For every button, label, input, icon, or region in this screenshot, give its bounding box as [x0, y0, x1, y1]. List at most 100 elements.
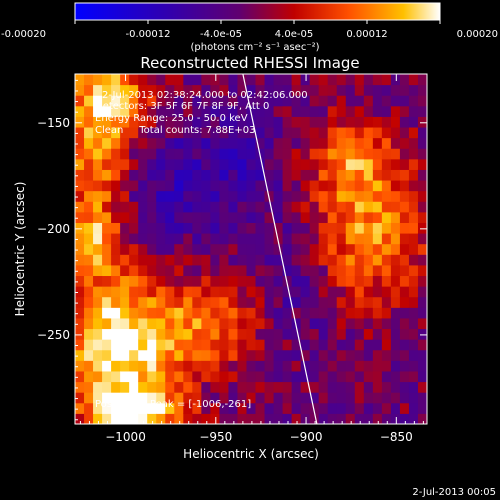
heatmap-cell	[372, 307, 383, 319]
heatmap-cell	[354, 254, 365, 266]
heatmap-cell	[111, 201, 121, 213]
heatmap-cell	[201, 105, 211, 117]
heatmap-cell	[372, 264, 383, 277]
heatmap-cell	[264, 370, 275, 383]
heatmap-cell	[417, 381, 427, 393]
x-axis-label: Heliocentric X (arcsec)	[183, 447, 319, 461]
heatmap-cell	[84, 243, 94, 255]
heatmap-cell	[363, 127, 374, 139]
heatmap-cell	[300, 201, 311, 213]
heatmap-cell	[192, 370, 202, 383]
heatmap-cell	[93, 95, 103, 107]
heatmap-cell	[165, 95, 175, 107]
heatmap-cell	[147, 339, 157, 351]
heatmap-cell	[228, 84, 238, 96]
heatmap-cell	[282, 201, 293, 213]
heatmap-cell	[300, 328, 311, 340]
heatmap-cell	[345, 127, 356, 139]
heatmap-cell	[345, 370, 356, 383]
heatmap-cell	[138, 95, 148, 107]
heatmap-cell	[291, 137, 302, 149]
heatmap-cell	[228, 105, 238, 117]
heatmap-cell	[219, 349, 229, 361]
heatmap-cell	[210, 180, 220, 192]
heatmap-cell	[129, 116, 139, 128]
heatmap-cell	[255, 233, 266, 245]
heatmap-cell	[291, 105, 302, 117]
heatmap-cell	[291, 148, 302, 160]
heatmap-cell	[300, 222, 311, 234]
heatmap-cell	[174, 169, 184, 181]
heatmap-cell	[399, 413, 410, 424]
heatmap-cell	[111, 148, 121, 160]
heatmap-cell	[192, 127, 202, 139]
heatmap-cell	[111, 381, 121, 393]
heatmap-cell	[363, 158, 374, 170]
heatmap-cell	[156, 222, 166, 234]
heatmap-cell	[309, 116, 320, 128]
heatmap-cell	[228, 275, 238, 287]
heatmap-cell	[372, 349, 383, 361]
heatmap-cell	[93, 243, 103, 255]
heatmap-cell	[327, 180, 338, 192]
heatmap-cell	[264, 392, 275, 404]
heatmap-cell	[399, 190, 410, 202]
heatmap-cell	[417, 233, 427, 245]
heatmap-cell	[75, 105, 85, 117]
heatmap-cell	[228, 264, 238, 277]
heatmap-cell	[111, 349, 121, 361]
heatmap-cell	[372, 190, 383, 202]
heatmap-cell	[399, 201, 410, 213]
heatmap-cell	[354, 243, 365, 255]
heatmap-cell	[390, 137, 401, 149]
heatmap-cell	[183, 95, 193, 107]
heatmap-cell	[300, 105, 311, 117]
heatmap-cell	[228, 222, 238, 234]
heatmap-cell	[156, 264, 166, 277]
heatmap-cell	[354, 381, 365, 393]
heatmap-cell	[210, 275, 220, 287]
heatmap-cell	[201, 74, 211, 86]
heatmap-cell	[300, 275, 311, 287]
heatmap-cell	[417, 84, 427, 96]
heatmap-cell	[102, 413, 112, 424]
heatmap-cell	[129, 339, 139, 351]
heatmap-cell	[192, 349, 202, 361]
heatmap-cell	[165, 169, 175, 181]
heatmap-cell	[282, 317, 293, 330]
heatmap-cell	[309, 275, 320, 287]
heatmap-cell	[210, 360, 220, 372]
heatmap-cell	[183, 169, 193, 181]
heatmap-cell	[246, 74, 257, 86]
heatmap-cell	[165, 296, 175, 308]
heatmap-cell	[237, 360, 247, 372]
heatmap-cell	[336, 233, 347, 245]
heatmap-cell	[138, 349, 148, 361]
heatmap-cell	[255, 74, 266, 86]
heatmap-cell	[192, 360, 202, 372]
heatmap-cell	[291, 317, 302, 330]
heatmap-cell	[84, 307, 94, 319]
heatmap-cell	[156, 413, 166, 424]
heatmap-cell	[399, 127, 410, 139]
heatmap-cell	[399, 137, 410, 149]
heatmap-cell	[318, 254, 329, 266]
heatmap-cell	[129, 243, 139, 255]
heatmap-cell	[417, 180, 427, 192]
heatmap-cell	[102, 148, 112, 160]
heatmap-cell	[75, 222, 85, 234]
heatmap-cell	[102, 349, 112, 361]
heatmap-cell	[390, 413, 401, 424]
heatmap-cell	[147, 222, 157, 234]
heatmap-cell	[84, 275, 94, 287]
heatmap-cell	[84, 370, 94, 383]
heatmap-cell	[192, 413, 202, 424]
heatmap-cell	[183, 148, 193, 160]
heatmap-cell	[210, 286, 220, 298]
heatmap-cell	[138, 222, 148, 234]
heatmap-cell	[327, 211, 338, 223]
heatmap-cell	[408, 148, 419, 160]
heatmap-cell	[129, 137, 139, 149]
heatmap-cell	[147, 201, 157, 213]
heatmap-cell	[300, 360, 311, 372]
